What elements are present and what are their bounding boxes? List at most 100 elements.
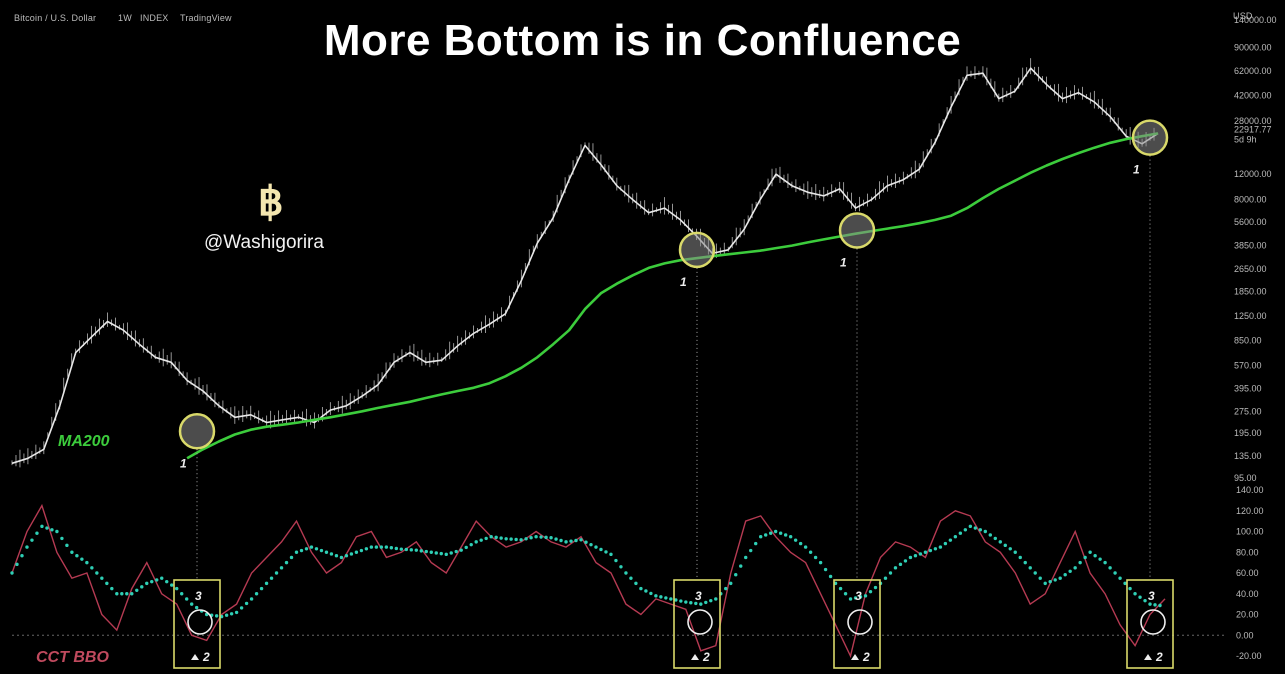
signal-dot	[249, 597, 254, 601]
signal-circle	[187, 609, 213, 635]
signal-dot	[1058, 576, 1062, 580]
bottom-marker-circle	[678, 231, 716, 269]
signal-dot	[165, 579, 169, 584]
symbol-name[interactable]: Bitcoin / U.S. Dollar	[14, 13, 97, 23]
bottom-markers: 1 3 2 1 3 2 1 3 2 1 3 2	[173, 119, 1174, 669]
signal-dot	[1003, 543, 1007, 548]
signal-dot	[469, 542, 473, 547]
marker-label-2: 2	[202, 650, 210, 664]
signal-dot	[95, 571, 99, 575]
signal-dot	[304, 547, 309, 551]
signal-dot	[359, 548, 364, 553]
signal-dot	[798, 541, 803, 546]
signal-dot	[664, 596, 668, 600]
signal-dot	[908, 555, 913, 560]
signal-dot	[289, 555, 294, 560]
signal-dot	[823, 567, 828, 572]
price-tick-label: 1250.00	[1234, 311, 1267, 321]
signal-dot	[883, 576, 888, 580]
signal-dot	[574, 538, 578, 543]
price-tick-label: 275.00	[1234, 406, 1262, 416]
marker-label-1: 1	[180, 456, 187, 470]
signal-dot	[754, 541, 758, 546]
signal-dot	[963, 528, 968, 532]
marker-label-3: 3	[695, 589, 702, 603]
signal-dot	[933, 547, 938, 551]
signal-dot	[888, 571, 893, 575]
signal-dot	[624, 571, 628, 575]
signal-circle	[687, 609, 713, 635]
signal-dot	[629, 576, 633, 580]
signal-dot	[953, 534, 958, 539]
signal-dot	[160, 576, 164, 580]
signal-dot	[943, 541, 948, 546]
signal-dot	[70, 550, 74, 554]
signal-dot	[803, 545, 808, 549]
signal-dot	[549, 536, 553, 540]
signal-dot	[609, 552, 613, 557]
signal-dot	[449, 551, 453, 555]
signal-dot	[474, 540, 478, 544]
signal-dot	[369, 545, 374, 549]
marker-label-3: 3	[195, 589, 202, 603]
bottom-marker-circle	[1131, 119, 1169, 156]
marker-label-2: 2	[702, 650, 710, 664]
signal-dot	[479, 538, 483, 542]
signal-dot	[150, 579, 154, 584]
signal-dot	[170, 583, 174, 587]
current-price-label: 22917.77	[1234, 125, 1272, 135]
signal-dot	[85, 560, 89, 565]
signal-dot	[494, 535, 498, 540]
signal-dot	[958, 531, 963, 535]
price-tick-label: 195.00	[1234, 428, 1262, 438]
signal-dot	[564, 540, 568, 544]
signal-dot	[439, 551, 443, 556]
signal-dot	[783, 533, 788, 537]
signal-dot	[264, 581, 269, 586]
signal-dot	[788, 534, 793, 539]
signal-dot	[1103, 560, 1107, 565]
triangle-up-icon	[191, 654, 199, 660]
signal-circle	[1140, 609, 1166, 635]
signal-dot	[1158, 603, 1162, 608]
ma200-line	[186, 132, 1159, 460]
signal-dot	[744, 555, 748, 560]
price-tick-label: 8000.00	[1234, 195, 1267, 205]
signal-dot	[554, 537, 558, 541]
interval[interactable]: 1W	[118, 13, 132, 23]
signal-dot	[155, 578, 159, 582]
signal-dot	[993, 536, 997, 541]
signal-dot	[1008, 547, 1012, 551]
signal-dot	[294, 550, 299, 554]
signal-dot	[649, 591, 653, 596]
signal-dot	[579, 538, 583, 542]
signal-dot	[1093, 554, 1097, 558]
signal-dot	[140, 585, 144, 589]
marker-label-1: 1	[680, 275, 687, 289]
osc-tick-label: 120.00	[1236, 506, 1264, 516]
signal-dot	[354, 550, 359, 554]
signal-dot	[559, 538, 563, 543]
signal-dot	[599, 547, 603, 552]
signal-dot	[224, 613, 229, 617]
currency-select[interactable]: USD	[1233, 11, 1253, 21]
price-tick-label: 140000.00	[1234, 15, 1277, 25]
signal-dot	[514, 537, 518, 542]
signal-dot	[524, 537, 528, 541]
signal-dot	[1123, 581, 1127, 586]
osc-tick-label: 100.00	[1236, 527, 1264, 537]
signal-dot	[1013, 550, 1017, 554]
price-axis[interactable]: 140000.00 90000.00 62000.00 42000.00 28000.0…	[1234, 15, 1277, 661]
signal-dot	[90, 566, 94, 570]
signal-dot	[938, 545, 943, 549]
signal-dot	[229, 612, 234, 616]
signal-dot	[778, 531, 783, 535]
signal-dot	[689, 601, 693, 605]
signal-dot	[434, 551, 438, 555]
signal-dot	[1063, 573, 1067, 577]
signal-dot	[424, 549, 428, 554]
signal-dot	[20, 554, 24, 558]
signal-dot	[978, 528, 983, 532]
signal-dot	[100, 576, 104, 580]
signal-dot	[759, 534, 763, 539]
